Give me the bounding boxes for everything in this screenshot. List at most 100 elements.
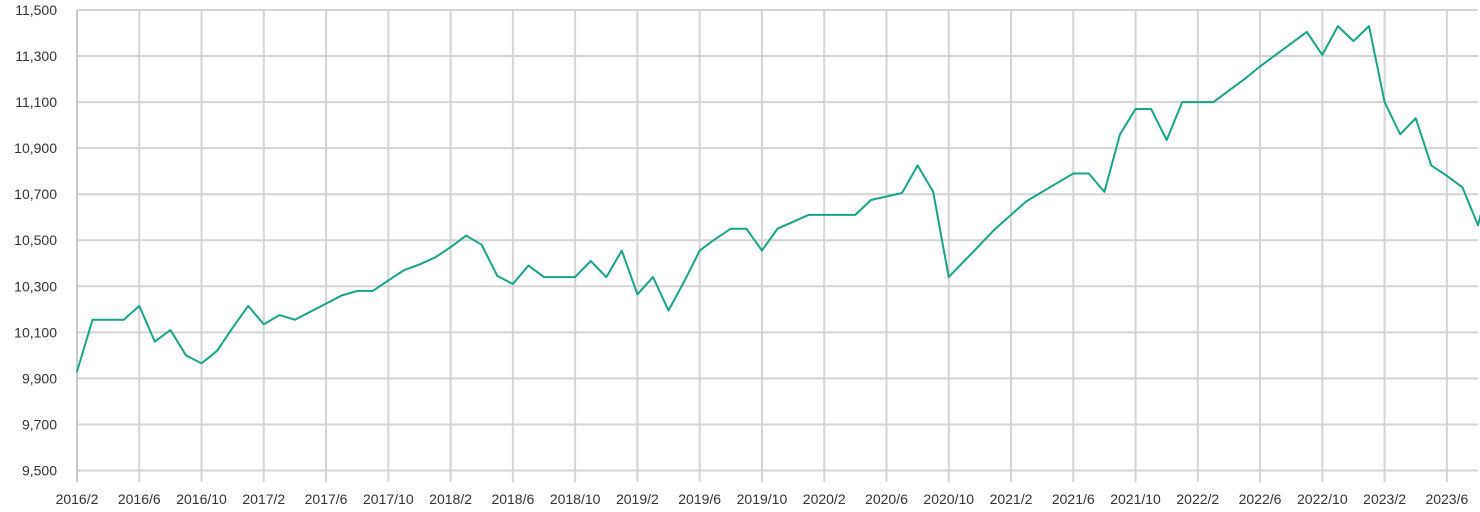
data-point bbox=[917, 164, 919, 166]
x-tick-label: 2023/6 bbox=[1425, 491, 1468, 507]
data-point bbox=[885, 195, 888, 198]
data-point bbox=[1259, 65, 1261, 67]
data-point bbox=[574, 276, 576, 278]
data-point bbox=[1119, 133, 1121, 135]
data-point bbox=[325, 303, 327, 305]
y-tick-label: 9,500 bbox=[22, 462, 57, 478]
x-tick-label: 2016/10 bbox=[176, 491, 227, 507]
data-point bbox=[450, 246, 452, 248]
data-point bbox=[1306, 31, 1308, 33]
data-point bbox=[1337, 25, 1339, 27]
data-point bbox=[1399, 133, 1401, 135]
data-point bbox=[154, 341, 156, 343]
data-point bbox=[107, 319, 109, 321]
y-tick-label: 9,700 bbox=[22, 416, 57, 432]
y-tick-label: 10,300 bbox=[14, 278, 57, 294]
x-tick-label: 2016/2 bbox=[56, 491, 99, 507]
data-point bbox=[1290, 42, 1292, 45]
data-point bbox=[1275, 54, 1277, 56]
data-point bbox=[1321, 54, 1323, 56]
x-tick-label: 2017/6 bbox=[305, 491, 348, 507]
x-tick-label: 2019/2 bbox=[616, 491, 659, 507]
data-point bbox=[1430, 164, 1432, 166]
data-point bbox=[76, 370, 78, 373]
x-tick-label: 2018/10 bbox=[550, 491, 601, 507]
data-point bbox=[776, 228, 779, 230]
grid-layer bbox=[76, 9, 1478, 482]
y-tick-label: 10,100 bbox=[14, 324, 57, 340]
x-tick-label: 2020/10 bbox=[923, 491, 974, 507]
data-point bbox=[1057, 182, 1059, 184]
x-tick-label: 2019/6 bbox=[678, 491, 721, 507]
data-point bbox=[808, 214, 810, 216]
data-point bbox=[1026, 200, 1028, 202]
data-point bbox=[387, 279, 389, 282]
data-point bbox=[667, 309, 670, 312]
data-point bbox=[1243, 78, 1246, 80]
y-tick-label: 11,500 bbox=[15, 2, 57, 18]
data-point bbox=[699, 250, 701, 252]
data-point bbox=[870, 199, 872, 201]
x-tick-label: 2020/2 bbox=[803, 491, 846, 507]
data-point bbox=[1212, 101, 1214, 103]
data-point bbox=[294, 319, 296, 321]
data-point bbox=[652, 276, 654, 278]
x-tick-label: 2020/6 bbox=[865, 491, 908, 507]
data-point bbox=[1134, 108, 1137, 110]
x-tick-label: 2019/10 bbox=[737, 491, 788, 507]
data-point bbox=[481, 244, 483, 246]
x-tick-label: 2021/2 bbox=[990, 491, 1033, 507]
data-point bbox=[1041, 191, 1043, 193]
x-tick-label: 2017/10 bbox=[363, 491, 414, 507]
data-point bbox=[512, 283, 514, 285]
data-point bbox=[994, 228, 997, 230]
data-point bbox=[465, 235, 467, 237]
data-point bbox=[979, 244, 981, 246]
data-point bbox=[1477, 224, 1479, 226]
data-point bbox=[309, 311, 312, 313]
x-tick-label: 2022/2 bbox=[1176, 491, 1219, 507]
data-point bbox=[1461, 186, 1463, 188]
data-point bbox=[372, 290, 374, 292]
data-point bbox=[1415, 117, 1417, 119]
data-point bbox=[948, 276, 950, 278]
y-tick-label: 11,100 bbox=[15, 94, 57, 110]
data-point bbox=[1150, 108, 1152, 110]
x-tick-label: 2022/10 bbox=[1297, 491, 1348, 507]
y-tick-label: 10,900 bbox=[14, 140, 57, 156]
data-point bbox=[683, 281, 685, 283]
x-tick-label: 2021/10 bbox=[1110, 491, 1161, 507]
data-point bbox=[590, 260, 592, 262]
data-point bbox=[543, 276, 545, 278]
data-point bbox=[761, 250, 763, 252]
data-point bbox=[714, 238, 716, 240]
data-point bbox=[1228, 90, 1230, 92]
x-tick-label: 2016/6 bbox=[118, 491, 161, 507]
data-point bbox=[1352, 40, 1355, 42]
data-point bbox=[216, 350, 218, 352]
data-point bbox=[854, 214, 856, 216]
data-point bbox=[730, 228, 732, 230]
series-points bbox=[76, 25, 1479, 373]
data-point bbox=[434, 256, 436, 259]
data-point bbox=[1368, 25, 1370, 27]
data-point bbox=[185, 354, 187, 356]
data-point bbox=[138, 305, 140, 307]
data-point bbox=[901, 192, 903, 194]
data-point bbox=[403, 269, 405, 271]
data-point bbox=[169, 329, 171, 331]
y-tick-label: 10,700 bbox=[14, 186, 57, 202]
data-point bbox=[232, 327, 234, 329]
series-layer bbox=[76, 25, 1480, 373]
series-line bbox=[76, 25, 1480, 373]
data-point bbox=[1103, 191, 1105, 193]
x-tick-label: 2018/6 bbox=[491, 491, 534, 507]
data-point bbox=[792, 221, 794, 223]
data-point bbox=[92, 319, 94, 321]
data-point bbox=[123, 319, 125, 321]
y-tick-label: 10,500 bbox=[14, 232, 57, 248]
x-tick-label: 2018/2 bbox=[429, 491, 472, 507]
data-point bbox=[418, 263, 421, 265]
